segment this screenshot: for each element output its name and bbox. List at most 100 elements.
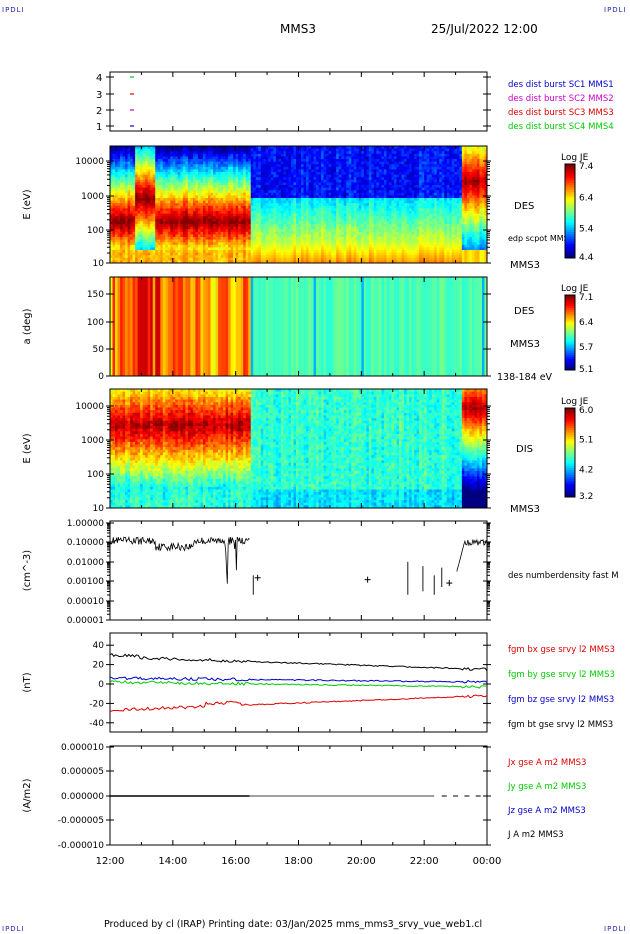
des-energy-cell <box>218 216 221 220</box>
des-energy-cell <box>306 153 309 157</box>
des-energy-cell <box>205 177 209 181</box>
des-energy-cell <box>157 252 161 256</box>
des-energy-cell <box>260 213 264 217</box>
des-energy-cell <box>127 148 131 152</box>
des-energy-cell <box>150 242 154 246</box>
des-energy-cell <box>313 237 317 240</box>
des-energy-cell <box>170 164 174 168</box>
des-energy-cell <box>122 156 126 160</box>
des-energy-cell <box>228 234 232 238</box>
des-energy-cell <box>313 218 317 222</box>
des-energy-cell <box>155 211 159 214</box>
des-energy-cell <box>235 252 239 256</box>
des-energy-cell <box>160 153 164 157</box>
des-energy-cell <box>182 239 186 243</box>
des-energy-cell <box>142 174 146 178</box>
des-energy-cell <box>202 161 206 165</box>
des-energy-cell <box>301 242 304 246</box>
des-energy-cell <box>343 190 347 194</box>
des-energy-cell <box>368 195 372 199</box>
des-energy-cell <box>323 211 327 214</box>
des-energy-cell <box>195 257 199 261</box>
des-energy-cell <box>162 179 166 183</box>
des-energy-cell <box>363 203 367 207</box>
des-energy-cell <box>255 224 259 227</box>
des-energy-cell <box>283 198 287 201</box>
des-energy-cell <box>225 169 229 173</box>
des-energy-cell <box>278 242 282 246</box>
des-energy-cell <box>235 179 239 183</box>
des-energy-cell <box>285 247 289 251</box>
des-energy-cell <box>316 203 319 207</box>
des-energy-cell <box>140 244 144 248</box>
des-energy-cell <box>213 250 216 253</box>
des-energy-cell <box>368 208 372 212</box>
des-energy-cell <box>122 185 126 188</box>
des-energy-cell <box>205 203 209 207</box>
des-energy-cell <box>157 231 161 235</box>
des-energy-cell <box>240 169 244 173</box>
des-energy-cell <box>348 156 352 160</box>
des-energy-cell <box>223 187 227 191</box>
des-energy-cell <box>238 211 242 214</box>
des-energy-cell <box>115 208 118 212</box>
des-energy-cell <box>361 148 365 152</box>
des-energy-cell <box>308 190 312 194</box>
des-energy-cell <box>278 159 282 162</box>
des-energy-cell <box>288 174 292 178</box>
des-energy-cell <box>187 164 191 168</box>
des-energy-cell <box>333 252 337 256</box>
des-energy-cell <box>376 179 380 183</box>
des-energy-cell <box>306 179 309 183</box>
des-energy-cell <box>321 192 325 196</box>
des-energy-cell <box>160 229 164 233</box>
des-energy-cell <box>313 185 317 188</box>
des-energy-cell <box>145 192 149 196</box>
des-energy-cell <box>192 242 196 246</box>
des-energy-cell <box>135 198 139 201</box>
des-energy-cell <box>383 174 387 178</box>
des-energy-cell <box>346 172 350 175</box>
des-energy-cell <box>295 148 299 152</box>
des-energy-cell <box>150 231 154 235</box>
des-energy-cell <box>190 195 194 199</box>
des-energy-cell <box>165 216 169 220</box>
des-energy-cell <box>167 205 171 209</box>
des-energy-cell <box>248 200 252 204</box>
des-energy-cell <box>152 244 156 248</box>
des-energy-cell <box>323 205 327 209</box>
des-energy-cell <box>283 190 287 194</box>
des-energy-cell <box>288 177 292 181</box>
des-energy-cell <box>197 161 201 165</box>
des-energy-cell <box>230 237 234 240</box>
des-energy-cell <box>378 166 382 170</box>
des-energy-cell <box>175 177 179 181</box>
des-energy-cell <box>160 187 164 191</box>
des-energy-cell <box>177 148 181 152</box>
des-energy-cell <box>192 195 196 199</box>
des-energy-cell <box>152 161 156 165</box>
des-energy-cell <box>383 195 387 199</box>
des-energy-cell <box>318 159 322 162</box>
des-energy-cell <box>308 179 312 183</box>
des-energy-cell <box>170 239 174 243</box>
des-energy-cell <box>265 239 269 243</box>
des-energy-cell <box>213 153 216 157</box>
des-energy-cell <box>376 164 380 168</box>
des-energy-cell <box>373 195 377 199</box>
des-energy-cell <box>343 213 347 217</box>
des-energy-cell <box>245 231 249 235</box>
des-energy-cell <box>185 216 189 220</box>
des-energy-cell <box>255 200 259 204</box>
des-energy-cell <box>235 153 239 157</box>
des-energy-cell <box>243 213 247 217</box>
des-energy-cell <box>170 224 174 227</box>
des-energy-cell <box>303 156 307 160</box>
des-energy-cell <box>258 237 262 240</box>
des-energy-cell <box>208 153 211 157</box>
des-energy-cell <box>112 221 116 225</box>
des-energy-cell <box>213 172 216 175</box>
des-energy-cell <box>250 159 254 162</box>
des-energy-cell <box>280 169 284 173</box>
des-energy-cell <box>225 237 229 240</box>
